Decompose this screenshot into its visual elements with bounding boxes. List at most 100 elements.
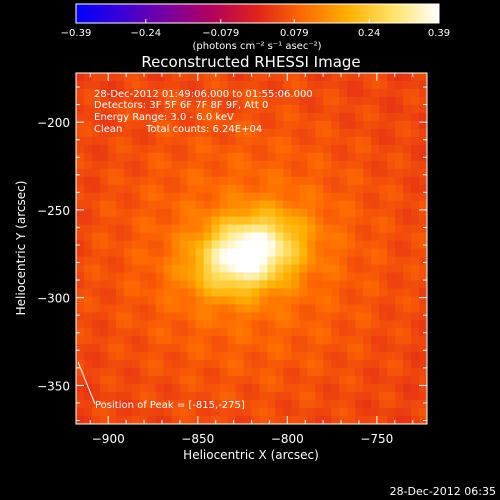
heatmap-cell xyxy=(163,200,173,210)
heatmap-cell xyxy=(387,216,396,226)
heatmap-cell xyxy=(139,184,149,194)
heatmap-cell xyxy=(107,73,117,82)
heatmap-cell xyxy=(155,416,165,424)
heatmap-cell xyxy=(315,328,324,337)
heatmap-cell xyxy=(307,168,316,178)
heatmap-cell xyxy=(419,200,427,210)
heatmap-cell xyxy=(179,120,189,130)
heatmap-cell xyxy=(163,408,173,417)
heatmap-cell xyxy=(363,176,372,186)
heatmap-cell xyxy=(179,136,189,146)
heatmap-cell xyxy=(395,224,404,234)
heatmap-cell xyxy=(83,328,93,337)
heatmap-cell xyxy=(187,352,197,361)
heatmap-cell xyxy=(163,152,173,162)
heatmap-cell xyxy=(107,352,117,361)
heatmap-cell xyxy=(355,376,364,385)
heatmap-cell xyxy=(235,120,245,130)
heatmap-cell xyxy=(379,112,388,122)
heatmap-cell xyxy=(387,160,396,170)
heatmap-cell xyxy=(235,96,245,106)
heatmap-cell xyxy=(419,360,427,369)
heatmap-cell xyxy=(283,168,292,178)
heatmap-cell xyxy=(267,416,277,424)
heatmap-cell xyxy=(139,280,149,289)
heatmap-cell xyxy=(123,400,133,409)
heatmap-cell xyxy=(371,224,380,234)
heatmap-cell xyxy=(339,336,348,345)
heatmap-cell xyxy=(243,168,253,178)
heatmap-cell xyxy=(99,128,109,138)
heatmap-cell xyxy=(307,200,316,210)
heatmap-cell xyxy=(107,264,117,274)
heatmap-cell xyxy=(379,392,388,401)
heatmap-cell xyxy=(299,128,308,138)
heatmap-cell xyxy=(76,224,85,234)
heatmap-cell xyxy=(187,320,197,329)
heatmap-cell xyxy=(155,304,165,313)
heatmap-cell xyxy=(139,96,149,106)
heatmap-cell xyxy=(123,368,133,377)
heatmap-cell xyxy=(283,192,292,202)
heatmap-cell xyxy=(267,128,277,138)
heatmap-cell xyxy=(99,168,109,178)
heatmap-cell xyxy=(187,88,197,98)
heatmap-cell xyxy=(419,120,427,130)
heatmap-cell xyxy=(419,296,427,305)
heatmap-cell xyxy=(76,104,85,114)
heatmap-cell xyxy=(187,384,197,393)
heatmap-cell xyxy=(347,304,356,313)
heatmap-cell xyxy=(235,136,245,146)
heatmap-cell xyxy=(243,288,253,297)
heatmap-cell xyxy=(259,104,269,114)
heatmap-cell xyxy=(411,176,420,186)
heatmap-cell xyxy=(339,344,348,353)
heatmap-cell xyxy=(291,88,300,98)
heatmap-cell xyxy=(355,320,364,329)
heatmap-cell xyxy=(179,216,189,226)
heatmap-cell xyxy=(371,312,380,321)
heatmap-cell xyxy=(395,73,404,82)
heatmap-cell xyxy=(91,184,101,194)
heatmap-cell xyxy=(139,80,149,90)
heatmap-cell xyxy=(76,320,85,329)
heatmap-cell xyxy=(123,352,133,361)
heatmap-cell xyxy=(115,208,125,218)
heatmap-cell xyxy=(123,192,133,202)
heatmap-cell xyxy=(387,368,396,377)
heatmap-cell xyxy=(315,216,324,226)
heatmap-cell xyxy=(331,232,340,242)
heatmap-cell xyxy=(323,312,332,321)
heatmap-cell xyxy=(99,208,109,218)
heatmap-cell xyxy=(211,248,221,258)
heatmap-cell xyxy=(251,256,261,266)
heatmap-cell xyxy=(195,168,205,178)
heatmap-cell xyxy=(339,160,348,170)
heatmap-cell xyxy=(275,416,285,424)
heatmap-cell xyxy=(371,184,380,194)
heatmap-cell xyxy=(163,240,173,250)
heatmap-cell xyxy=(219,376,229,385)
heatmap-cell xyxy=(251,296,261,305)
heatmap-cell xyxy=(179,392,189,401)
heatmap-cell xyxy=(307,400,316,409)
y-axis-label: Heliocentric Y (arcsec) xyxy=(14,181,28,316)
heatmap-cell xyxy=(219,224,229,234)
heatmap-cell xyxy=(219,200,229,210)
heatmap-cell xyxy=(387,240,396,250)
heatmap-cell xyxy=(131,216,141,226)
heatmap-cell xyxy=(76,288,85,297)
heatmap-cell xyxy=(403,192,412,202)
heatmap-cell xyxy=(179,144,189,154)
heatmap-cell xyxy=(99,344,109,353)
heatmap-cell xyxy=(395,232,404,242)
heatmap-cell xyxy=(371,256,380,266)
heatmap-cell xyxy=(187,200,197,210)
x-tick-label: −750 xyxy=(360,432,393,446)
heatmap-cell xyxy=(323,296,332,305)
heatmap-cell xyxy=(235,192,245,202)
heatmap-cell xyxy=(219,208,229,218)
heatmap-cell xyxy=(363,384,372,393)
heatmap-cell xyxy=(347,104,356,114)
heatmap-cell xyxy=(267,248,277,258)
